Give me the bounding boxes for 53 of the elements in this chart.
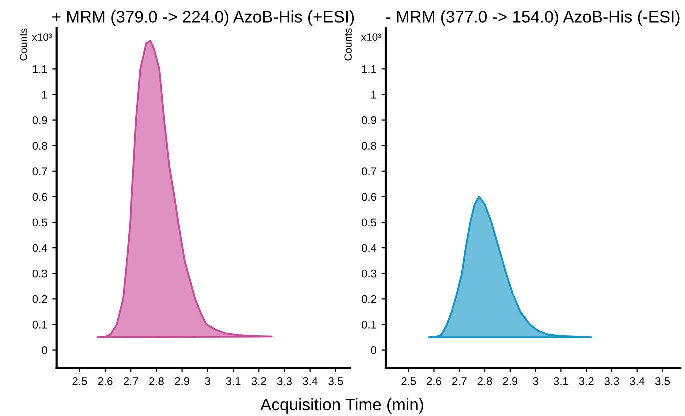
x-tick-label: 2.9 [175, 377, 190, 386]
y-tick-label: 0.4 [32, 244, 48, 252]
x-tick-label: 3.5 [328, 377, 344, 386]
x-tick-label: 2.6 [427, 377, 442, 386]
x-tick-label: 3 [533, 377, 538, 386]
y-tick-label: 0 [371, 346, 377, 354]
x-tick-label: 3.3 [277, 377, 292, 386]
x-tick-label: 3.5 [655, 377, 670, 386]
x-tick-label: 2.5 [72, 377, 88, 386]
y-tick-label: 0.7 [32, 168, 48, 176]
x-tick-label: 3 [205, 377, 211, 386]
chart-title: - MRM (377.0 -> 154.0) AzoB-His (-ESI) [386, 10, 680, 26]
y-tick-label: 1.1 [362, 66, 376, 74]
y-tick-label: 0.5 [362, 218, 377, 227]
x-tick-label: 2.8 [478, 377, 492, 386]
y-tick-label: 0.3 [362, 270, 376, 278]
y-tick-label: 0.8 [32, 142, 48, 150]
y-tick-label: 0.2 [362, 295, 376, 304]
x-tick-label: 3.1 [554, 377, 568, 386]
x-tick-label: 3.2 [579, 377, 594, 386]
x-tick-label: 3.3 [604, 377, 620, 386]
x-tick-label: 3.2 [252, 377, 266, 386]
y-tick-label: 1.1 [33, 66, 48, 74]
y-axis-title: Counts [344, 28, 352, 61]
y-tick-label: 0.6 [32, 193, 48, 202]
y-axis-title: Counts [20, 28, 28, 61]
x-tick-label: 3.4 [630, 377, 645, 386]
x-tick-label: 3.1 [226, 377, 241, 386]
y-tick-label: 0.1 [32, 320, 48, 329]
y-tick-label: 0 [42, 346, 48, 354]
y-tick-label: 0.5 [32, 218, 48, 227]
x-tick-label: 2.8 [150, 377, 164, 386]
x-tick-label: 2.6 [98, 377, 113, 386]
y-tick-label: 1 [42, 91, 48, 99]
x-tick-label: 2.9 [503, 377, 518, 386]
y-tick-label: 0.1 [362, 320, 376, 329]
y-tick-label: 0.3 [32, 270, 48, 278]
y-tick-label: 0.2 [32, 295, 48, 304]
y-tick-label: 1 [372, 91, 376, 99]
y-tick-label: 0.4 [362, 244, 377, 252]
text: x10³ [361, 34, 382, 42]
y-tick-label: 0.6 [362, 193, 376, 202]
y-tick-label: 0.9 [362, 116, 376, 124]
text: x10³ [32, 34, 52, 42]
x-tick-label: 2.7 [124, 377, 138, 386]
x-tick-label: 3.4 [303, 377, 318, 386]
x-tick-label: 2.7 [452, 377, 467, 386]
y-tick-label: 0.9 [32, 116, 48, 124]
chart-title: + MRM (379.0 -> 224.0) AzoB-His (+ESI) [52, 10, 354, 26]
y-tick-label: 0.8 [362, 142, 376, 150]
x-tick-label: 2.5 [402, 377, 416, 386]
x-axis-title: Acquisition Time (min) [260, 398, 424, 414]
y-tick-label: 0.7 [362, 168, 376, 176]
